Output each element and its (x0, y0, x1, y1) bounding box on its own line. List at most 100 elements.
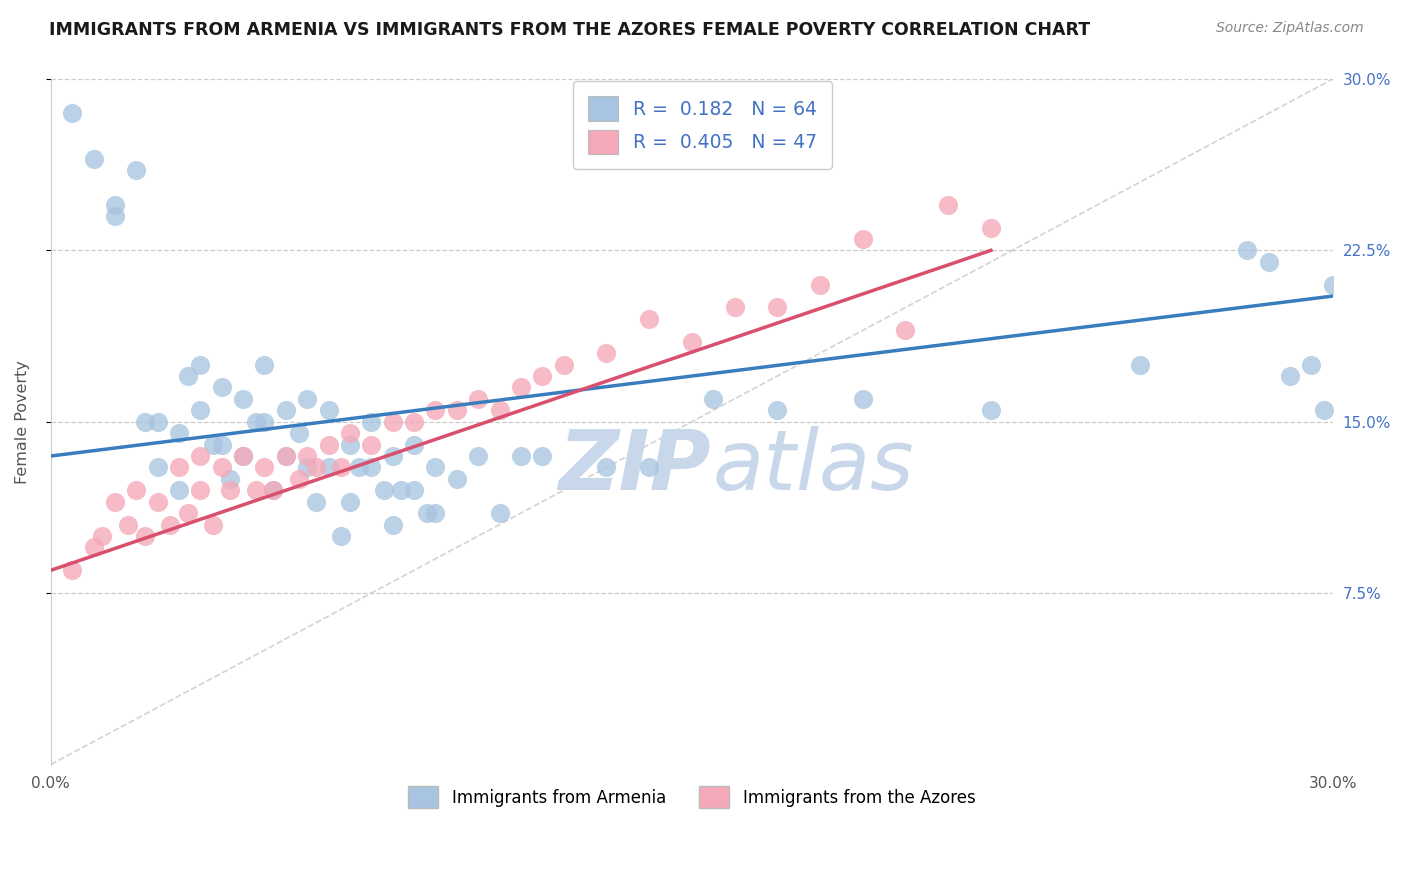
Point (425, 506, 447, 520)
Point (1279, 369, 1302, 384)
Point (360, 415, 382, 429)
Point (262, 483, 284, 498)
Point (1257, 254, 1279, 268)
Point (723, 301, 745, 315)
Point (1322, 277, 1344, 292)
Point (318, 403, 340, 417)
Point (509, 380, 531, 394)
Point (330, 460, 353, 475)
Point (1301, 358, 1323, 372)
Point (125, 163, 148, 178)
Point (104, 209, 127, 223)
Point (245, 483, 267, 498)
Point (467, 392, 489, 406)
Point (190, 358, 212, 372)
Point (402, 483, 425, 498)
Point (553, 358, 575, 372)
Point (232, 449, 254, 463)
Text: atlas: atlas (713, 425, 914, 507)
Point (202, 517, 225, 532)
Point (766, 403, 789, 417)
Point (389, 483, 412, 498)
Point (305, 460, 328, 475)
Point (146, 494, 169, 508)
Point (1129, 358, 1152, 372)
Point (274, 403, 297, 417)
Point (245, 415, 267, 429)
Point (638, 312, 661, 326)
Point (360, 437, 382, 451)
Point (146, 415, 169, 429)
Point (125, 483, 148, 498)
Point (330, 529, 353, 543)
Point (262, 483, 284, 498)
Point (211, 437, 233, 451)
Point (167, 426, 190, 441)
Point (297, 392, 319, 406)
Point (202, 437, 225, 451)
Point (167, 483, 190, 498)
Point (360, 460, 382, 475)
Point (531, 369, 554, 384)
Point (339, 426, 361, 441)
Point (176, 506, 198, 520)
Point (416, 506, 439, 520)
Point (980, 220, 1002, 235)
Point (488, 403, 510, 417)
Point (446, 472, 468, 486)
Point (894, 323, 917, 337)
Point (339, 437, 361, 451)
Point (595, 346, 617, 360)
Point (274, 449, 297, 463)
Point (402, 437, 425, 451)
Point (488, 506, 510, 520)
Point (425, 460, 447, 475)
Point (190, 403, 212, 417)
Point (159, 517, 181, 532)
Point (287, 426, 309, 441)
Point (852, 392, 875, 406)
Point (211, 460, 233, 475)
Point (91, 529, 114, 543)
Point (60, 106, 83, 120)
Y-axis label: Female Poverty: Female Poverty (15, 359, 30, 483)
Point (176, 369, 198, 384)
Point (347, 460, 370, 475)
Point (1313, 403, 1336, 417)
Point (167, 460, 190, 475)
Point (134, 415, 156, 429)
Point (373, 483, 395, 498)
Point (852, 232, 875, 246)
Point (702, 392, 724, 406)
Point (808, 277, 831, 292)
Point (253, 415, 276, 429)
Point (936, 197, 959, 211)
Point (83, 541, 105, 555)
Point (211, 380, 233, 394)
Point (60, 563, 83, 577)
Point (318, 437, 340, 451)
Point (318, 460, 340, 475)
Point (980, 403, 1002, 417)
Point (117, 517, 139, 532)
Point (190, 449, 212, 463)
Point (190, 483, 212, 498)
Point (1236, 244, 1258, 258)
Point (531, 449, 554, 463)
Point (425, 403, 447, 417)
Point (381, 449, 404, 463)
Point (339, 494, 361, 508)
Point (297, 449, 319, 463)
Legend: Immigrants from Armenia, Immigrants from the Azores: Immigrants from Armenia, Immigrants from… (402, 780, 981, 814)
Point (253, 358, 276, 372)
Text: ZIP: ZIP (558, 425, 710, 507)
Point (305, 494, 328, 508)
Point (638, 460, 661, 475)
Point (681, 334, 703, 349)
Point (766, 301, 789, 315)
Point (104, 197, 127, 211)
Point (146, 460, 169, 475)
Point (83, 152, 105, 166)
Point (232, 449, 254, 463)
Point (297, 460, 319, 475)
